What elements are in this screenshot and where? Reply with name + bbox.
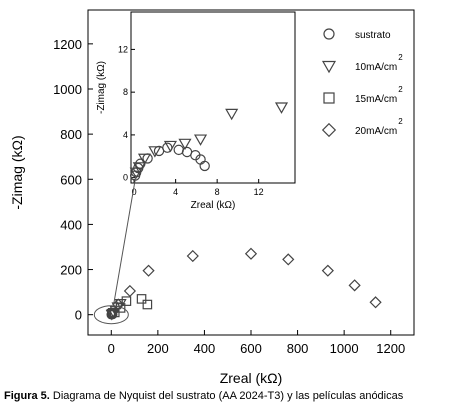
y-tick-label: 800: [60, 127, 82, 142]
y-tick-label: 600: [60, 172, 82, 187]
inset-x-tick-label: 8: [215, 187, 220, 197]
figure-caption: Figura 5. Diagrama de Nyquist del sustra…: [4, 390, 460, 402]
data-point: [136, 294, 147, 304]
inset-data-point: [274, 102, 289, 114]
inset-data-point: [199, 160, 210, 172]
legend-marker: [321, 122, 337, 138]
data-point: [142, 264, 155, 277]
data-point: [348, 279, 361, 292]
inset-x-tick-label: 0: [132, 187, 137, 197]
x-tick-label: 1200: [376, 341, 405, 356]
nyquist-chart: 0 200 400 600 800 1000 12000200400600800100012…: [9, 9, 415, 386]
inset-x-tick-label: 4: [173, 187, 178, 197]
legend-label: 20mA/cm: [355, 126, 397, 137]
inset-plot: 0 4 8 12 0 4 8 12 Zreal (kΩ) -Zimag (kΩ): [96, 11, 296, 211]
y-tick-label: 0: [75, 308, 82, 323]
inset-data-point: [193, 134, 208, 146]
legend-label: sustrato: [355, 30, 391, 41]
inset-y-axis-label: -Zimag (kΩ): [96, 61, 107, 114]
data-point: [142, 299, 153, 310]
legend-marker: [323, 28, 335, 40]
inset-data-point: [148, 146, 162, 158]
y-axis-label: -Zimag (kΩ): [9, 135, 25, 209]
inset-x-tick-label: 12: [254, 187, 264, 197]
data-point: [186, 249, 199, 263]
inset-y-tick-label: 0: [123, 173, 128, 183]
inset-data-point: [178, 138, 192, 151]
inset-data-point: [163, 140, 177, 153]
zoom-region-ellipse: [93, 305, 129, 325]
caption-text: Diagrama de Nyquist del sustrato (AA 202…: [49, 390, 404, 402]
x-tick-label: 400: [194, 341, 216, 356]
legend-label-superscript: 2: [398, 53, 403, 62]
legend-marker: [323, 92, 335, 104]
zoom-connector-line: [112, 174, 137, 307]
inset-data-point: [132, 162, 146, 174]
x-tick-label: 600: [240, 341, 262, 356]
main-plot: 0 200 400 600 800 1000 12000200400600800100012…: [9, 9, 415, 386]
data-point: [123, 284, 137, 298]
inset-y-tick-label: 12: [118, 44, 128, 54]
data-point: [244, 247, 258, 260]
inset-x-axis-label: Zreal (kΩ): [191, 200, 236, 211]
x-axis-label: Zreal (kΩ): [220, 370, 283, 386]
inset-zoom-indicator: [93, 174, 137, 325]
x-tick-label: 800: [287, 341, 309, 356]
y-tick-label: 200: [60, 263, 82, 278]
legend-label: 10mA/cm: [355, 62, 397, 73]
inset-y-tick-label: 4: [123, 130, 128, 140]
caption-label: Figura 5.: [4, 390, 50, 402]
data-point: [369, 296, 382, 309]
x-tick-label: 200: [147, 341, 169, 356]
legend-label-superscript: 2: [398, 117, 403, 126]
y-tick-label: 400: [60, 217, 82, 232]
inset-data-point: [225, 108, 239, 121]
legend-label-superscript: 2: [398, 85, 403, 94]
data-point: [121, 296, 132, 306]
data-point: [112, 298, 125, 311]
x-tick-label: 0: [108, 341, 115, 356]
inset-y-tick-label: 8: [123, 87, 128, 97]
legend-label: 15mA/cm: [355, 94, 397, 105]
data-point: [282, 253, 295, 266]
inset-plot-frame: [130, 11, 296, 184]
legend-marker: [321, 60, 337, 74]
y-tick-label: 1000: [53, 82, 82, 97]
data-point: [321, 264, 334, 277]
x-tick-label: 1000: [330, 341, 359, 356]
y-tick-label: 1200: [53, 37, 82, 52]
inset-data-point: [137, 153, 152, 166]
